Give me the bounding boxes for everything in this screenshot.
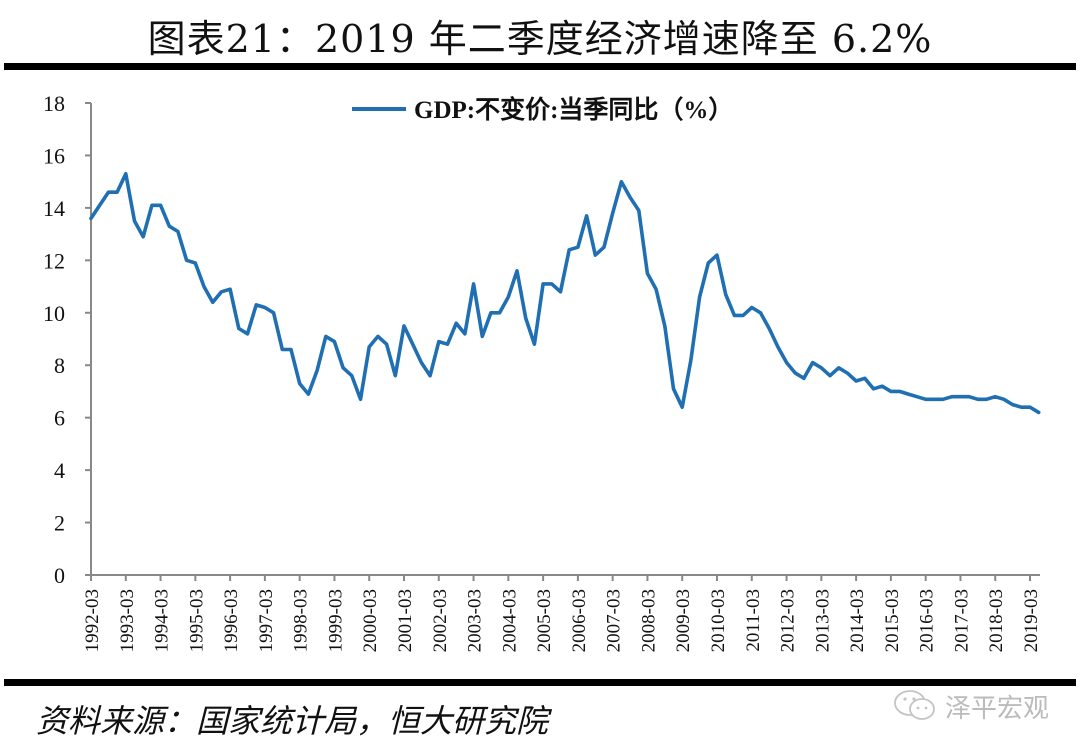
x-tick-label: 2000-03 xyxy=(360,589,381,652)
y-tick-label: 10 xyxy=(43,301,65,326)
legend: GDP:不变价:当季同比（%） xyxy=(352,95,733,124)
y-tick-label: 4 xyxy=(54,458,65,483)
x-tick-label: 2003-03 xyxy=(465,589,486,652)
x-tick-label: 2018-03 xyxy=(986,589,1007,652)
x-tick-label: 1995-03 xyxy=(186,589,207,652)
y-tick-label: 8 xyxy=(54,353,65,378)
x-tick-label: 2009-03 xyxy=(673,589,694,652)
x-tick-label: 2010-03 xyxy=(708,589,729,652)
legend-label: GDP:不变价:当季同比（%） xyxy=(414,95,733,124)
x-axis: 1992-03 1993-03 1994-03 1995-03 1996-03 1997-… xyxy=(82,574,1042,652)
x-tick-label: 1998-03 xyxy=(291,589,312,652)
x-tick-label: 2001-03 xyxy=(395,589,416,652)
x-tick-label: 1996-03 xyxy=(221,589,242,652)
footer-divider xyxy=(4,679,1076,686)
y-tick-label: 6 xyxy=(54,406,65,431)
x-tick-label: 1993-03 xyxy=(117,589,138,652)
y-axis: 0 2 4 6 8 10 12 14 16 18 xyxy=(43,91,92,588)
x-tick-label: 1999-03 xyxy=(325,589,346,652)
x-tick-label: 2002-03 xyxy=(430,589,451,652)
series-group xyxy=(89,172,1041,415)
x-tick-label: 1994-03 xyxy=(152,589,173,652)
x-tick-label: 2015-03 xyxy=(882,589,903,652)
source-note: 资料来源：国家统计局，恒大研究院 xyxy=(36,702,549,740)
x-tick-label: 2011-03 xyxy=(743,589,764,652)
title-divider xyxy=(4,63,1076,70)
watermark: 泽平宏观 xyxy=(893,686,1049,726)
x-tick-label: 2012-03 xyxy=(778,589,799,652)
x-tick-label: 2013-03 xyxy=(812,589,833,652)
y-tick-label: 18 xyxy=(43,91,65,116)
watermark-text: 泽平宏观 xyxy=(945,693,1050,724)
x-tick-label: 2017-03 xyxy=(951,589,972,652)
x-tick-label: 2007-03 xyxy=(604,589,625,652)
y-tick-label: 12 xyxy=(43,248,65,273)
y-tick-label: 2 xyxy=(54,511,65,536)
wechat-icon xyxy=(893,689,939,723)
x-tick-label: 2019-03 xyxy=(1021,589,1042,652)
y-tick-label: 14 xyxy=(43,196,65,221)
chart-title: 图表21：2019 年二季度经济增速降至 6.2% xyxy=(147,17,933,61)
x-tick-label: 2016-03 xyxy=(917,589,938,652)
x-tick-label: 2008-03 xyxy=(638,589,659,652)
y-tick-label: 0 xyxy=(54,563,65,588)
y-tick-label: 16 xyxy=(43,143,65,168)
x-tick-label: 1992-03 xyxy=(82,589,103,652)
x-tick-label: 1997-03 xyxy=(256,589,277,652)
x-tick-label: 2004-03 xyxy=(499,589,520,652)
x-tick-label: 2014-03 xyxy=(847,589,868,652)
x-tick-label: 2005-03 xyxy=(534,589,555,652)
x-tick-label: 2006-03 xyxy=(569,589,590,652)
series-line-gdp xyxy=(89,172,1041,415)
